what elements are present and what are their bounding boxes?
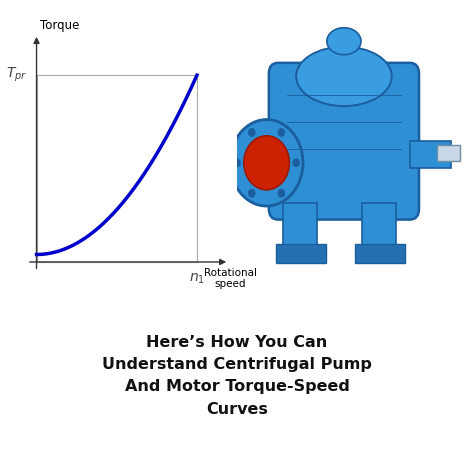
Bar <box>437 145 460 162</box>
Text: Rotational
speed: Rotational speed <box>204 268 257 289</box>
Circle shape <box>234 159 240 167</box>
Bar <box>410 141 451 168</box>
Circle shape <box>244 136 289 190</box>
Circle shape <box>278 189 285 197</box>
Text: $T_{pr}$: $T_{pr}$ <box>6 66 27 84</box>
Bar <box>276 244 326 263</box>
Ellipse shape <box>296 46 392 106</box>
Bar <box>362 203 396 252</box>
FancyBboxPatch shape <box>269 63 419 219</box>
Text: Torque: Torque <box>40 19 79 32</box>
Circle shape <box>248 128 255 137</box>
Bar <box>283 203 317 252</box>
Bar <box>356 244 405 263</box>
Text: Here’s How You Can
Understand Centrifugal Pump
And Motor Torque-Speed
Curves: Here’s How You Can Understand Centrifuga… <box>102 335 372 417</box>
Circle shape <box>293 159 300 167</box>
Circle shape <box>230 119 303 206</box>
Text: $n_1$: $n_1$ <box>189 271 205 286</box>
Circle shape <box>278 128 285 137</box>
Ellipse shape <box>327 28 361 55</box>
Circle shape <box>248 189 255 197</box>
